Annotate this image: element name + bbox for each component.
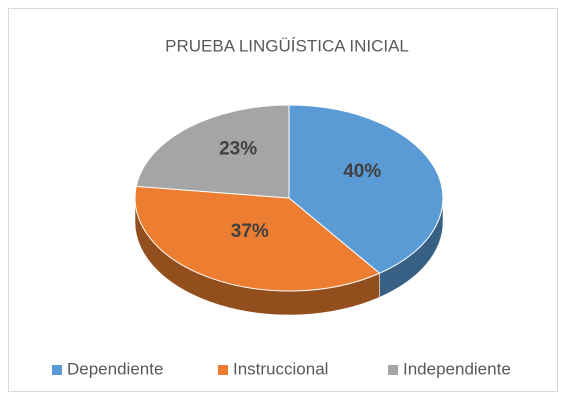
chart-title: PRUEBA LINGÜÍSTICA INICIAL [165, 36, 409, 55]
pie-slice [135, 104, 290, 199]
pie-slice [288, 104, 444, 274]
pie-slice [134, 185, 381, 292]
legend-swatch [52, 365, 62, 375]
legend-swatch [218, 365, 228, 375]
data-label: 23% [219, 139, 257, 160]
legend-swatch [388, 365, 398, 375]
legend-label: Instruccional [233, 359, 328, 378]
legend-label: Independiente [403, 359, 511, 378]
legend-label: Dependiente [67, 359, 163, 378]
data-label: 37% [231, 221, 269, 242]
data-label: 40% [343, 161, 381, 182]
